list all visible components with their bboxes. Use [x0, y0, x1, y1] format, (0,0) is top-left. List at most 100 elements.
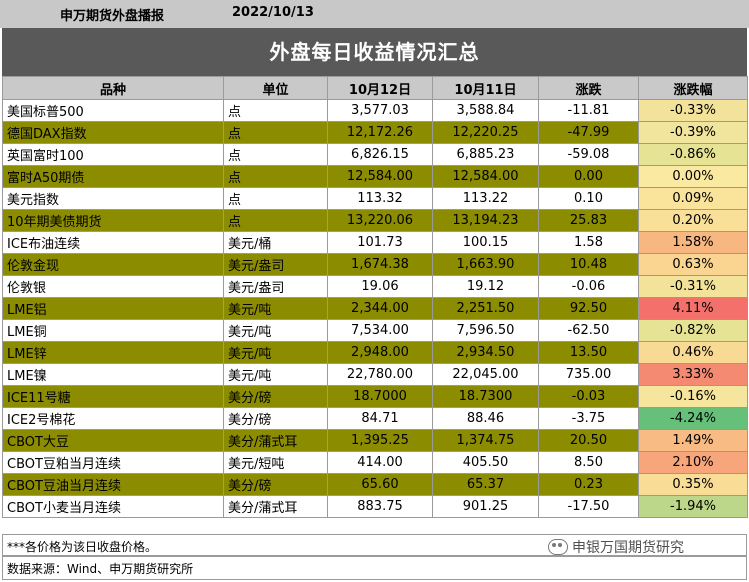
col-header-oct11: 10月11日: [432, 76, 539, 100]
cell-name: LME铝: [2, 297, 224, 320]
cell-name: LME锌: [2, 341, 224, 364]
cell-oct11: 13,194.23: [432, 209, 539, 232]
cell-oct12: 2,948.00: [327, 341, 433, 364]
cell-change: 13.50: [538, 341, 639, 364]
cell-unit: 点: [223, 209, 328, 232]
cell-oct11: 19.12: [432, 275, 539, 298]
cell-oct12: 1,674.38: [327, 253, 433, 276]
cell-oct11: 2,934.50: [432, 341, 539, 364]
cell-oct11: 113.22: [432, 187, 539, 210]
cell-pct: 0.00%: [638, 165, 748, 188]
org-title: 申万期货外盘播报: [60, 9, 165, 24]
cell-pct: -0.31%: [638, 275, 748, 298]
cell-change: -3.75: [538, 407, 639, 430]
cell-oct12: 1,395.25: [327, 429, 433, 452]
cell-unit: 美元/桶: [223, 231, 328, 254]
cell-oct12: 18.7000: [327, 385, 433, 408]
table-row: 富时A50期债点 12,584.00 12,584.00 0.00 0.00%: [2, 165, 748, 188]
cell-oct11: 65.37: [432, 473, 539, 496]
cell-unit: 美元/吨: [223, 341, 328, 364]
cell-pct: 3.33%: [638, 363, 748, 386]
cell-pct: -0.16%: [638, 385, 748, 408]
cell-change: 0.00: [538, 165, 639, 188]
cell-name: CBOT豆粕当月连续: [2, 451, 224, 474]
cell-unit: 美元/短吨: [223, 451, 328, 474]
cell-pct: 2.10%: [638, 451, 748, 474]
cell-name: 美国标普500: [2, 99, 224, 122]
cell-pct: -0.86%: [638, 143, 748, 166]
watermark: 申银万国期货研究: [548, 537, 684, 557]
cell-change: -0.06: [538, 275, 639, 298]
cell-pct: 4.11%: [638, 297, 748, 320]
cell-change: 20.50: [538, 429, 639, 452]
cell-name: 富时A50期债: [2, 165, 224, 188]
cell-oct12: 13,220.06: [327, 209, 433, 232]
cell-name: CBOT豆油当月连续: [2, 473, 224, 496]
cell-name: 伦敦金现: [2, 253, 224, 276]
cell-change: 0.10: [538, 187, 639, 210]
table-row: 英国富时100 点 6,826.15 6,885.23 -59.08 -0.86%: [2, 143, 748, 166]
cell-pct: 0.46%: [638, 341, 748, 364]
cell-name: LME镍: [2, 363, 224, 386]
cell-oct12: 113.32: [327, 187, 433, 210]
cell-oct12: 3,577.03: [327, 99, 433, 122]
cell-oct12: 6,826.15: [327, 143, 433, 166]
table-row: LME锌 美元/吨 2,948.00 2,934.50 13.50 0.46%: [2, 341, 748, 364]
cell-unit: 美分/蒲式耳: [223, 429, 328, 452]
cell-oct12: 84.71: [327, 407, 433, 430]
cell-name: ICE11号糖: [2, 385, 224, 408]
cell-unit: 美元/盎司: [223, 275, 328, 298]
cell-pct: -4.24%: [638, 407, 748, 430]
cell-name: ICE布油连续: [2, 231, 224, 254]
cell-change: -0.03: [538, 385, 639, 408]
cell-oct12: 65.60: [327, 473, 433, 496]
table-header-row: 品种 单位 10月12日 10月11日 涨跌 涨跌幅: [2, 76, 748, 100]
table-row: 美元指数点 113.32 113.22 0.10 0.09%: [2, 187, 748, 210]
cell-pct: 0.35%: [638, 473, 748, 496]
source-row: 数据来源：Wind、申万期货研究所: [2, 556, 747, 580]
report-date: 2022/10/13: [232, 5, 314, 20]
cell-pct: 0.63%: [638, 253, 748, 276]
cell-change: 10.48: [538, 253, 639, 276]
report-header: 申万期货外盘播报 2022/10/13: [0, 0, 749, 28]
cell-name: LME铜: [2, 319, 224, 342]
col-header-change: 涨跌: [538, 76, 639, 100]
cell-pct: -0.39%: [638, 121, 748, 144]
cell-name: CBOT大豆: [2, 429, 224, 452]
table-row: 10年期美债期货点 13,220.06 13,194.23 25.83 0.20%: [2, 209, 748, 232]
table-row: 德国DAX指数点 12,172.26 12,220.25 -47.99 -0.39%: [2, 121, 748, 144]
cell-change: 0.23: [538, 473, 639, 496]
cell-oct11: 901.25: [432, 495, 539, 518]
cell-oct12: 883.75: [327, 495, 433, 518]
cell-oct12: 101.73: [327, 231, 433, 254]
cell-oct11: 1,374.75: [432, 429, 539, 452]
cell-change: 92.50: [538, 297, 639, 320]
cell-unit: 点: [223, 165, 328, 188]
cell-oct11: 12,220.25: [432, 121, 539, 144]
col-header-name: 品种: [2, 76, 224, 100]
cell-pct: -0.33%: [638, 99, 748, 122]
cell-change: 8.50: [538, 451, 639, 474]
cell-unit: 点: [223, 121, 328, 144]
cell-oct11: 12,584.00: [432, 165, 539, 188]
cell-unit: 点: [223, 187, 328, 210]
cell-oct12: 22,780.00: [327, 363, 433, 386]
col-header-pct: 涨跌幅: [638, 76, 748, 100]
cell-unit: 美分/磅: [223, 473, 328, 496]
cell-name: 美元指数: [2, 187, 224, 210]
cell-change: -11.81: [538, 99, 639, 122]
table-row: ICE2号棉花 美分/磅 84.71 88.46 -3.75 -4.24%: [2, 407, 748, 430]
cell-name: CBOT小麦当月连续: [2, 495, 224, 518]
cell-oct12: 19.06: [327, 275, 433, 298]
cell-pct: 0.20%: [638, 209, 748, 232]
cell-unit: 美元/盎司: [223, 253, 328, 276]
cell-oct11: 3,588.84: [432, 99, 539, 122]
cell-unit: 美元/吨: [223, 297, 328, 320]
table-row: LME镍 美元/吨 22,780.00 22,045.00 735.00 3.33%: [2, 363, 748, 386]
cell-pct: -1.94%: [638, 495, 748, 518]
cell-oct12: 7,534.00: [327, 319, 433, 342]
cell-oct12: 12,584.00: [327, 165, 433, 188]
cell-oct11: 6,885.23: [432, 143, 539, 166]
table-row: 伦敦银 美元/盎司 19.06 19.12 -0.06 -0.31%: [2, 275, 748, 298]
table-row: 伦敦金现 美元/盎司 1,674.38 1,663.90 10.48 0.63%: [2, 253, 748, 276]
